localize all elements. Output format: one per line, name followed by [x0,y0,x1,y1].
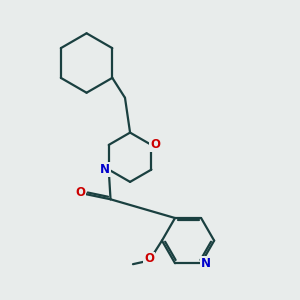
Text: O: O [75,186,85,199]
Text: O: O [150,138,160,152]
Text: O: O [144,252,154,265]
Text: N: N [100,163,110,176]
Text: N: N [201,257,211,270]
